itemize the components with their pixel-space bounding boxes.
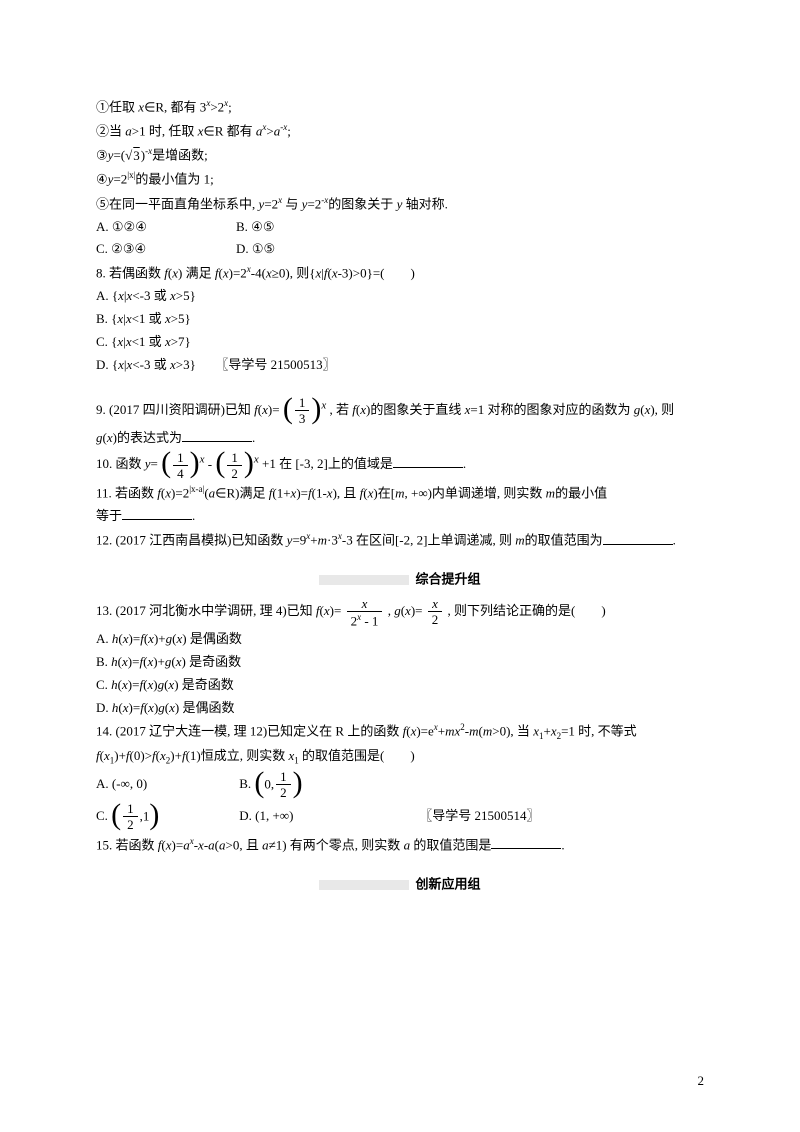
q14-line2: f(x1)+f(0)>f(x2)+f(1)恒成立, 则实数 x1 的取值范围是(… (96, 746, 704, 768)
q14-optsCD: C. (12,1) D. (1, +∞) 〖导学号 21500514〗 (96, 802, 704, 832)
q12-stem: 12. (2017 江西南昌模拟)已知函数 y=9x+m·3x-3 在区间[-2… (96, 529, 704, 551)
q13-optB: B. h(x)=f(x)+g(x) 是奇函数 (96, 652, 704, 673)
q7-options-row2: C. ②③④D. ①⑤ (96, 239, 704, 260)
group-title-2: 综合提升组 (96, 569, 704, 590)
q7-s5: ⑤在同一平面直角坐标系中, y=2x 与 y=2-x的图象关于 y 轴对称. (96, 193, 704, 215)
q13-optC: C. h(x)=f(x)g(x) 是奇函数 (96, 675, 704, 696)
page-number: 2 (698, 1071, 705, 1092)
q8-stem: 8. 若偶函数 f(x) 满足 f(x)=2x-4(x≥0), 则{x|f(x-… (96, 262, 704, 284)
q7-s1: ①任取 x∈R, 都有 3x>2x; (96, 96, 704, 118)
q14-stem: 14. (2017 辽宁大连一模, 理 12)已知定义在 R 上的函数 f(x)… (96, 720, 704, 743)
q8-optD: D. {x|x<-3 或 x>3} 〖导学号 21500513〗 (96, 355, 704, 376)
q13-optA: A. h(x)=f(x)+g(x) 是偶函数 (96, 629, 704, 650)
q10-stem: 10. 函数 y= (14)x - (12)x +1 在 [-3, 2]上的值域… (96, 450, 704, 480)
q8-optA: A. {x|x<-3 或 x>5} (96, 286, 704, 307)
group-title-3: 创新应用组 (96, 874, 704, 895)
q7-s3: ③y=(√3)-x是增函数; (96, 144, 704, 166)
q14-optsAB: A. (-∞, 0) B. (0,12) (96, 770, 704, 800)
q9-line2: g(x)的表达式为. (96, 428, 704, 449)
q11-line2: 等于. (96, 506, 704, 527)
q9-stem: 9. (2017 四川资阳调研)已知 f(x)= (13)x , 若 f(x)的… (96, 396, 704, 426)
q13-optD: D. h(x)=f(x)g(x) 是偶函数 (96, 698, 704, 719)
q13-stem: 13. (2017 河北衡水中学调研, 理 4)已知 f(x)= x2x - 1… (96, 597, 704, 627)
q15-stem: 15. 若函数 f(x)=ax-x-a(a>0, 且 a≠1) 有两个零点, 则… (96, 834, 704, 856)
q7-s4: ④y=2|x|的最小值为 1; (96, 168, 704, 190)
q7-options-row1: A. ①②④B. ④⑤ (96, 217, 704, 238)
q8-optB: B. {x|x<1 或 x>5} (96, 309, 704, 330)
q8-optC: C. {x|x<1 或 x>7} (96, 332, 704, 353)
q7-s2: ②当 a>1 时, 任取 x∈R 都有 ax>a-x; (96, 120, 704, 142)
q11-stem: 11. 若函数 f(x)=2|x-a|(a∈R)满足 f(1+x)=f(1-x)… (96, 482, 704, 504)
